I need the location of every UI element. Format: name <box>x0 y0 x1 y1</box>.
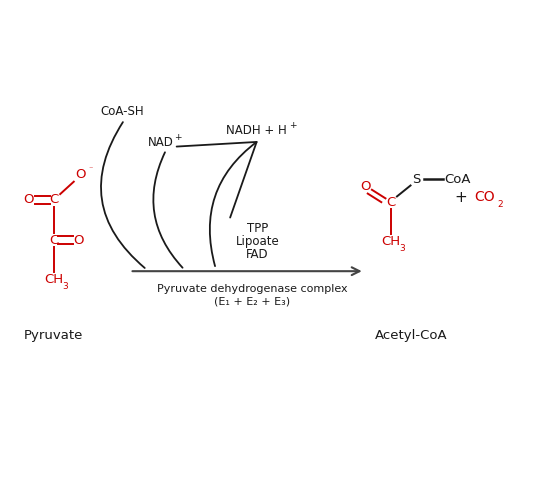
Text: ⁻: ⁻ <box>88 164 93 173</box>
Text: S: S <box>413 173 421 186</box>
Text: CoA: CoA <box>444 173 471 186</box>
Text: NADH + H: NADH + H <box>226 124 287 137</box>
Text: FAD: FAD <box>246 247 269 261</box>
Text: O: O <box>360 180 371 194</box>
Text: 3: 3 <box>399 245 405 253</box>
Text: O: O <box>75 168 85 181</box>
Text: Pyruvate: Pyruvate <box>24 329 84 342</box>
Text: NAD: NAD <box>148 136 174 149</box>
Text: Acetyl-CoA: Acetyl-CoA <box>375 329 448 342</box>
Text: CH: CH <box>381 235 400 247</box>
FancyArrowPatch shape <box>153 152 183 268</box>
Text: 3: 3 <box>63 282 68 292</box>
Text: CoA-SH: CoA-SH <box>100 105 144 118</box>
Text: C: C <box>49 234 58 247</box>
Text: +: + <box>289 122 296 130</box>
Text: O: O <box>74 234 84 247</box>
Text: C: C <box>49 193 58 206</box>
Text: +: + <box>455 190 467 205</box>
Text: C: C <box>386 196 396 209</box>
Text: Lipoate: Lipoate <box>236 235 279 247</box>
Text: CH: CH <box>44 273 63 286</box>
FancyArrowPatch shape <box>177 142 257 266</box>
Text: (E₁ + E₂ + E₃): (E₁ + E₂ + E₃) <box>214 296 291 306</box>
Text: O: O <box>24 193 34 206</box>
Text: CO: CO <box>474 191 495 204</box>
FancyArrowPatch shape <box>101 122 145 268</box>
Text: Pyruvate dehydrogenase complex: Pyruvate dehydrogenase complex <box>157 284 348 294</box>
Text: 2: 2 <box>497 200 503 209</box>
Text: +: + <box>174 133 181 143</box>
Text: TPP: TPP <box>247 222 268 235</box>
